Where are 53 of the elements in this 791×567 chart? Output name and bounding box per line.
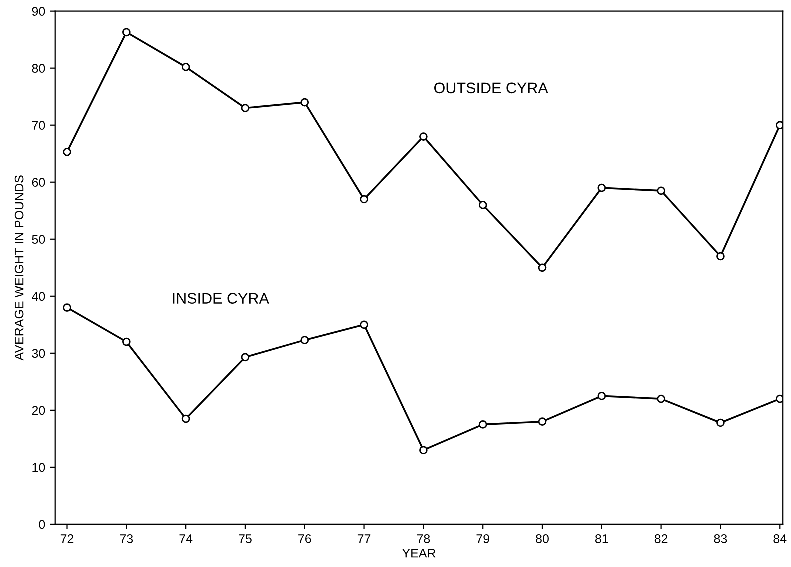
x-tick-label: 80 [536, 534, 549, 544]
point [241, 104, 250, 112]
y-tick-label: 10 [32, 463, 46, 472]
y-tick-label: 20 [32, 406, 46, 416]
x-tick-label: 79 [476, 534, 490, 544]
x-tick-label: 81 [595, 534, 608, 544]
y-axis-title: AVERAGE WEIGHT IN POUNDS [14, 176, 24, 361]
point [478, 201, 488, 210]
x-tick-label: 74 [180, 534, 193, 544]
point [538, 264, 547, 272]
point [63, 304, 72, 312]
point [300, 336, 310, 344]
point [420, 446, 428, 455]
point [657, 394, 666, 404]
point [182, 63, 190, 72]
point [360, 320, 368, 330]
y-tick-label: 80 [32, 64, 46, 74]
point [360, 195, 368, 204]
point [478, 420, 488, 429]
point [598, 184, 606, 192]
x-tick-label: 84 [774, 534, 787, 544]
point [776, 121, 784, 130]
point [657, 186, 666, 196]
point [420, 132, 428, 141]
point [538, 418, 547, 426]
x-tick-label: 83 [714, 534, 728, 544]
text: OUTSIDE CYRA [434, 82, 548, 94]
x-tick-label: 82 [654, 534, 668, 544]
point [300, 98, 310, 107]
x-tick-label: 78 [417, 534, 430, 544]
y-tick-label: 0 [39, 520, 46, 530]
x-axis-title: YEAR [402, 549, 436, 558]
y-tick-label: 50 [32, 235, 46, 244]
y-tick-label: 70 [32, 121, 46, 130]
x-tick-label: 77 [358, 534, 371, 544]
y-tick-label: 90 [32, 7, 46, 16]
text: INSIDE CYRA [173, 293, 270, 304]
point [122, 338, 131, 346]
y-tick-label: 40 [32, 292, 46, 302]
point [63, 148, 72, 156]
point [716, 252, 725, 261]
x-tick-label: 75 [239, 534, 252, 544]
x-tick-label: 73 [120, 534, 134, 544]
point [241, 353, 250, 362]
y-tick-label: 30 [32, 349, 46, 358]
y-tick-label: 60 [32, 178, 46, 188]
x-tick-label: 72 [60, 534, 74, 544]
point [716, 418, 725, 428]
point [776, 394, 784, 404]
point [598, 392, 606, 400]
x-tick-label: 76 [298, 534, 312, 544]
point [122, 28, 131, 37]
point [182, 414, 190, 424]
